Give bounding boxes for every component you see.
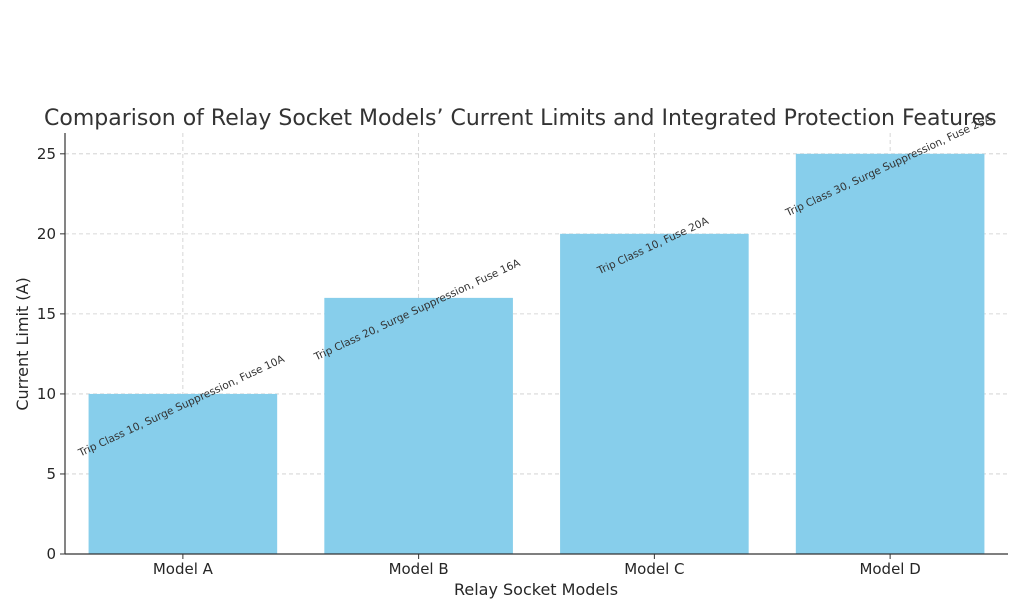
x-tick-label: Model D bbox=[859, 560, 920, 578]
bar bbox=[324, 297, 513, 554]
bar bbox=[795, 153, 985, 555]
chart-title: Comparison of Relay Socket Models’ Curre… bbox=[44, 106, 997, 131]
y-axis-label: Current Limit (A) bbox=[13, 277, 32, 410]
y-tick-label: 20 bbox=[37, 225, 56, 243]
y-tick-label: 0 bbox=[46, 545, 56, 563]
y-tick-label: 5 bbox=[46, 465, 56, 483]
x-ticks: Model A Model B Model C Model D bbox=[153, 554, 921, 578]
x-tick-label: Model A bbox=[153, 560, 214, 578]
x-tick-label: Model B bbox=[389, 560, 449, 578]
y-ticks: 0 5 10 15 20 25 bbox=[37, 145, 65, 563]
y-tick-label: 15 bbox=[37, 305, 56, 323]
axes bbox=[64, 133, 1008, 555]
y-tick-label: 25 bbox=[37, 145, 56, 163]
x-tick-label: Model C bbox=[624, 560, 684, 578]
y-tick-label: 10 bbox=[37, 385, 56, 403]
bar bbox=[560, 233, 749, 555]
bars bbox=[88, 153, 985, 555]
bar bbox=[88, 393, 278, 554]
x-axis-label: Relay Socket Models bbox=[454, 580, 618, 599]
